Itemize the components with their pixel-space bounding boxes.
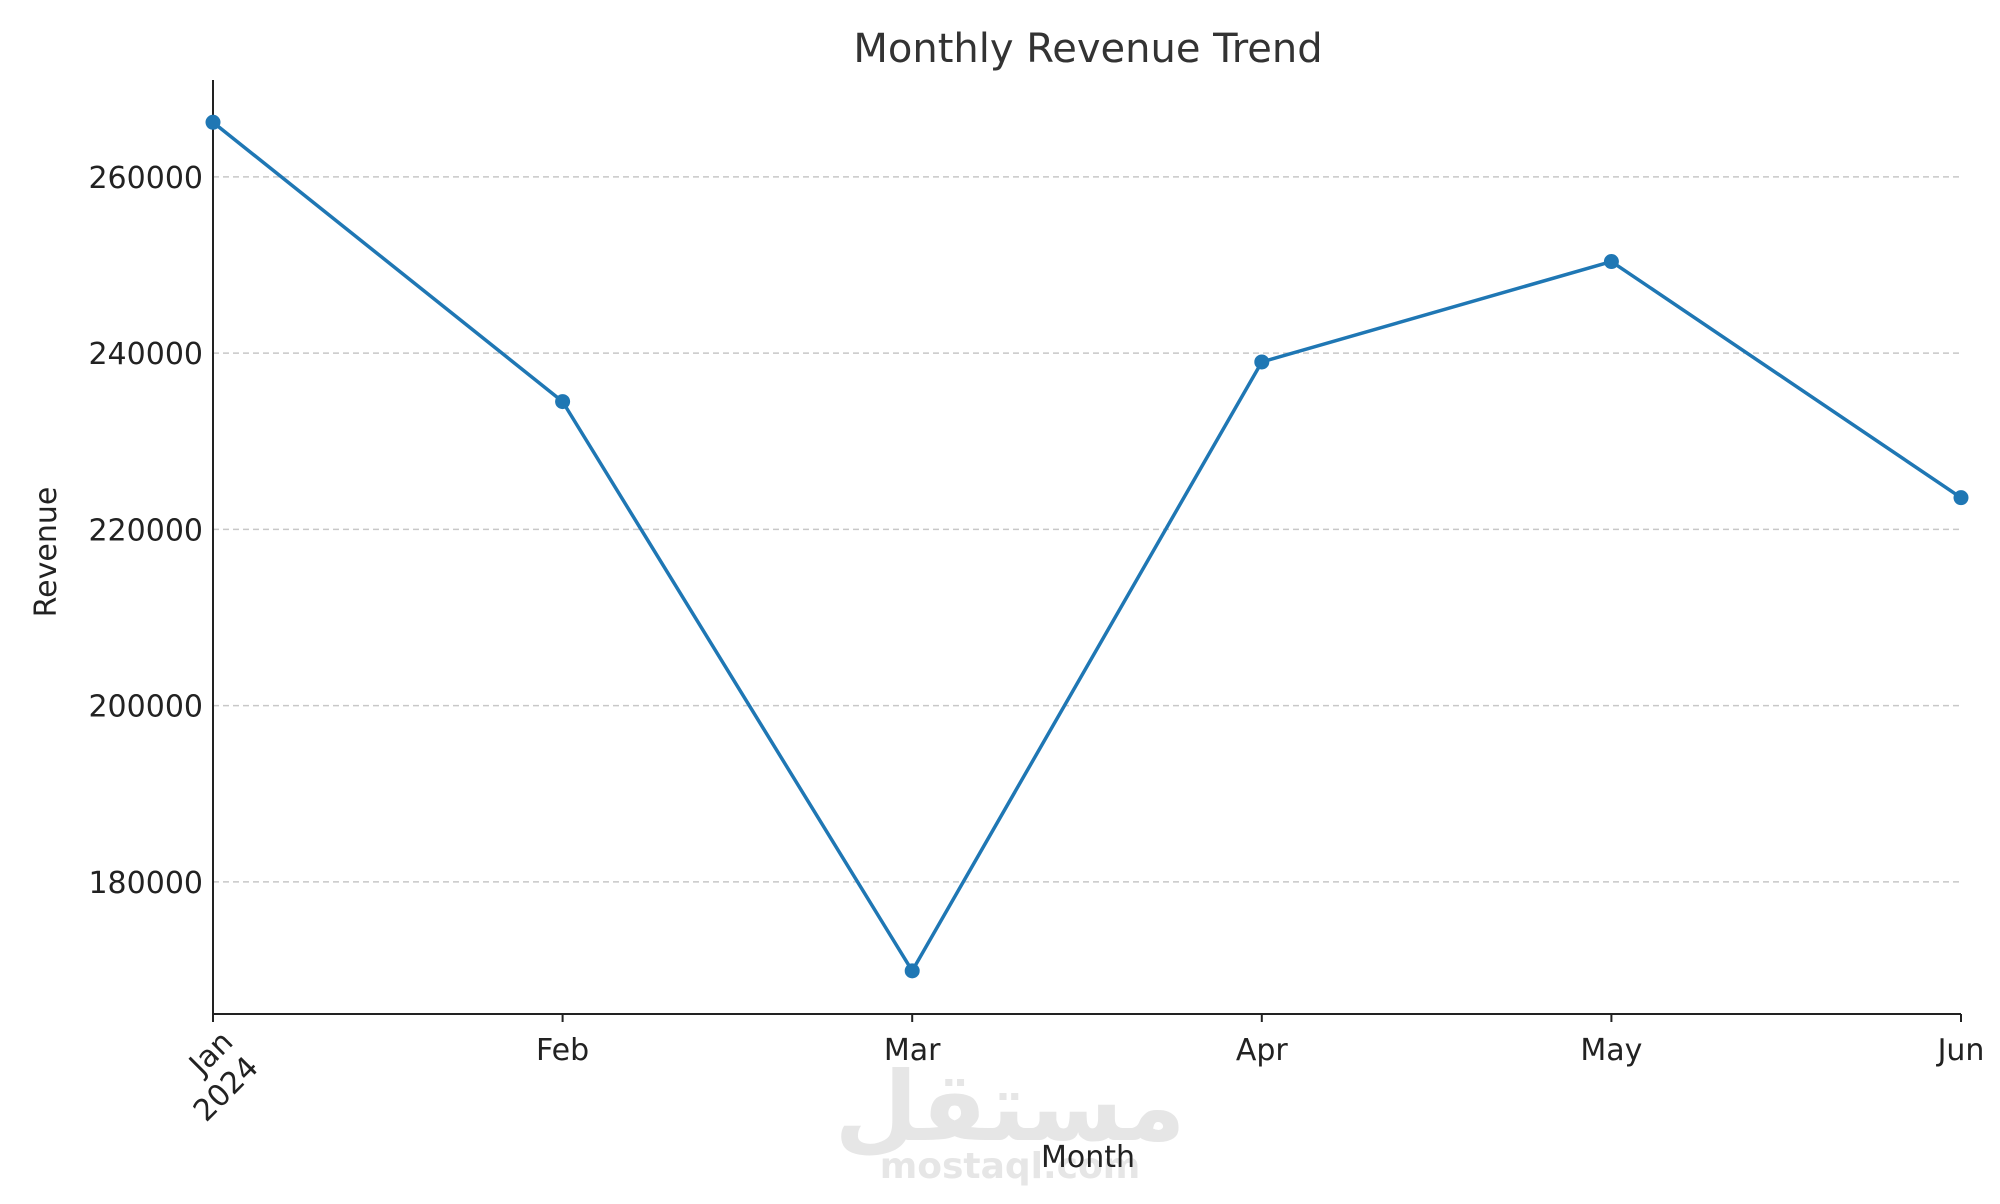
data-point bbox=[205, 114, 221, 130]
data-point bbox=[904, 963, 920, 979]
data-point bbox=[1603, 254, 1619, 270]
data-point bbox=[1953, 490, 1969, 506]
y-tick-label: 180000 bbox=[88, 866, 203, 901]
grid-lines bbox=[213, 176, 1961, 883]
watermark-latin: mostaql.com bbox=[880, 1146, 1141, 1187]
axes bbox=[212, 80, 1962, 1022]
y-tick-label: 260000 bbox=[88, 161, 203, 196]
x-axis-label: Month bbox=[1041, 1140, 1135, 1175]
watermark: مستقل mostaql.com bbox=[834, 1051, 1185, 1187]
x-tick-label: Jun bbox=[1936, 1033, 1985, 1068]
data-point bbox=[1254, 354, 1270, 370]
x-tick-label: Apr bbox=[1236, 1033, 1289, 1068]
x-tick-label: Feb bbox=[536, 1033, 589, 1068]
y-tick-label: 200000 bbox=[88, 690, 203, 725]
y-axis-label: Revenue bbox=[29, 487, 64, 618]
x-tick-label: May bbox=[1580, 1033, 1642, 1068]
revenue-series bbox=[205, 114, 1969, 979]
data-point bbox=[555, 394, 571, 410]
y-tick-label: 240000 bbox=[88, 337, 203, 372]
y-tick-label: 220000 bbox=[88, 513, 203, 548]
x-tick-label: Mar bbox=[884, 1033, 941, 1068]
chart-title: Monthly Revenue Trend bbox=[853, 26, 1322, 72]
watermark-arabic: مستقل bbox=[834, 1051, 1185, 1163]
revenue-line bbox=[211, 120, 1962, 973]
